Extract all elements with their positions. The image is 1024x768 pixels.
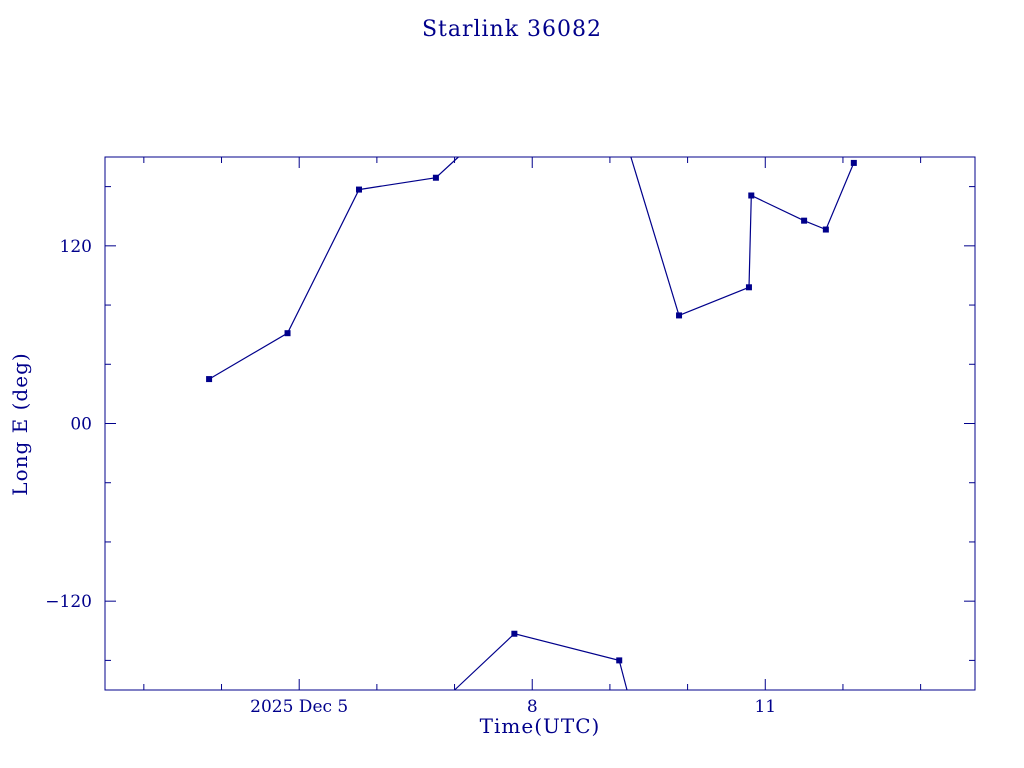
series-line — [630, 156, 855, 317]
series-line — [454, 633, 628, 691]
series-line — [208, 156, 459, 380]
x-axis-label: Time(UTC) — [479, 714, 601, 738]
data-point-marker — [616, 657, 623, 664]
data-point-marker — [511, 630, 518, 637]
data-point-marker — [748, 192, 755, 199]
x-tick-label: 2025 Dec 5 — [250, 697, 348, 717]
data-point-marker — [284, 330, 291, 337]
chart-title: Starlink 36082 — [421, 17, 603, 42]
data-point-marker — [801, 217, 808, 224]
data-point-marker — [822, 226, 829, 233]
y-tick-label: 00 — [70, 415, 92, 435]
y-tick-label: 120 — [60, 237, 92, 257]
data-point-marker — [850, 159, 857, 166]
x-tick-label: 11 — [754, 697, 776, 717]
data-point-marker — [356, 186, 363, 193]
data-point-marker — [745, 284, 752, 291]
data-point-marker — [432, 174, 439, 181]
y-tick-label: −120 — [45, 592, 92, 612]
plot-frame — [104, 156, 976, 691]
data-point-marker — [206, 376, 213, 383]
x-tick-label: 8 — [527, 697, 538, 717]
data-point-marker — [676, 312, 683, 319]
